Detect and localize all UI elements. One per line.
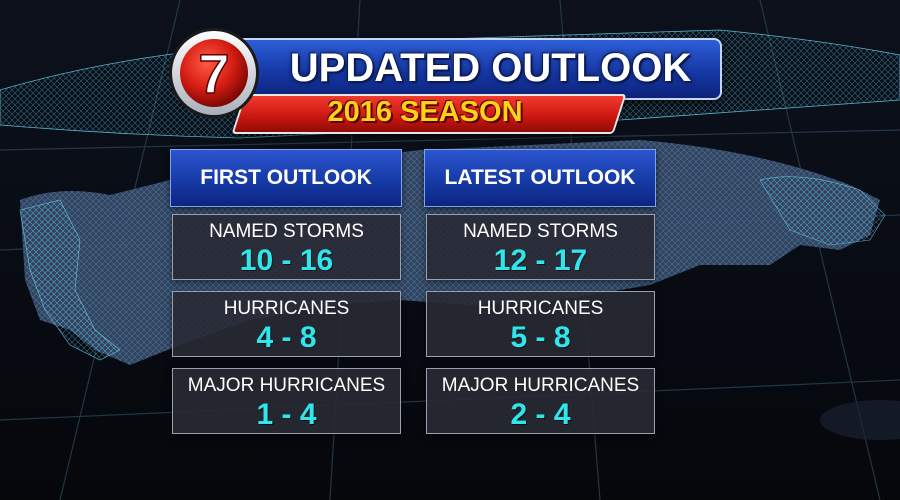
stat-label: MAJOR HURRICANES xyxy=(441,375,640,396)
stat-label: NAMED STORMS xyxy=(463,221,618,242)
latest-outlook-heading: LATEST OUTLOOK xyxy=(424,149,656,207)
first-major-hurricanes-box: MAJOR HURRICANES 1 - 4 xyxy=(172,368,401,434)
stat-value: 5 - 8 xyxy=(510,321,571,354)
first-hurricanes-box: HURRICANES 4 - 8 xyxy=(172,291,401,357)
stat-label: HURRICANES xyxy=(477,298,604,319)
stat-value: 1 - 4 xyxy=(256,398,317,431)
stat-value: 10 - 16 xyxy=(239,244,334,277)
logo-numeral: 7 xyxy=(198,42,229,105)
channel-7-logo: 7 xyxy=(169,28,259,118)
stat-value: 12 - 17 xyxy=(493,244,588,277)
first-outlook-heading: FIRST OUTLOOK xyxy=(170,149,402,207)
graphic-subtitle: 2016 SEASON xyxy=(327,96,523,128)
stat-value: 4 - 8 xyxy=(256,321,317,354)
graphic-title: UPDATED OUTLOOK xyxy=(289,46,692,90)
latest-named-storms-box: NAMED STORMS 12 - 17 xyxy=(426,214,655,280)
latest-major-hurricanes-box: MAJOR HURRICANES 2 - 4 xyxy=(426,368,655,434)
stat-value: 2 - 4 xyxy=(510,398,571,431)
first-named-storms-box: NAMED STORMS 10 - 16 xyxy=(172,214,401,280)
stat-label: HURRICANES xyxy=(223,298,350,319)
latest-hurricanes-box: HURRICANES 5 - 8 xyxy=(426,291,655,357)
stat-label: MAJOR HURRICANES xyxy=(187,375,386,396)
stat-label: NAMED STORMS xyxy=(209,221,364,242)
